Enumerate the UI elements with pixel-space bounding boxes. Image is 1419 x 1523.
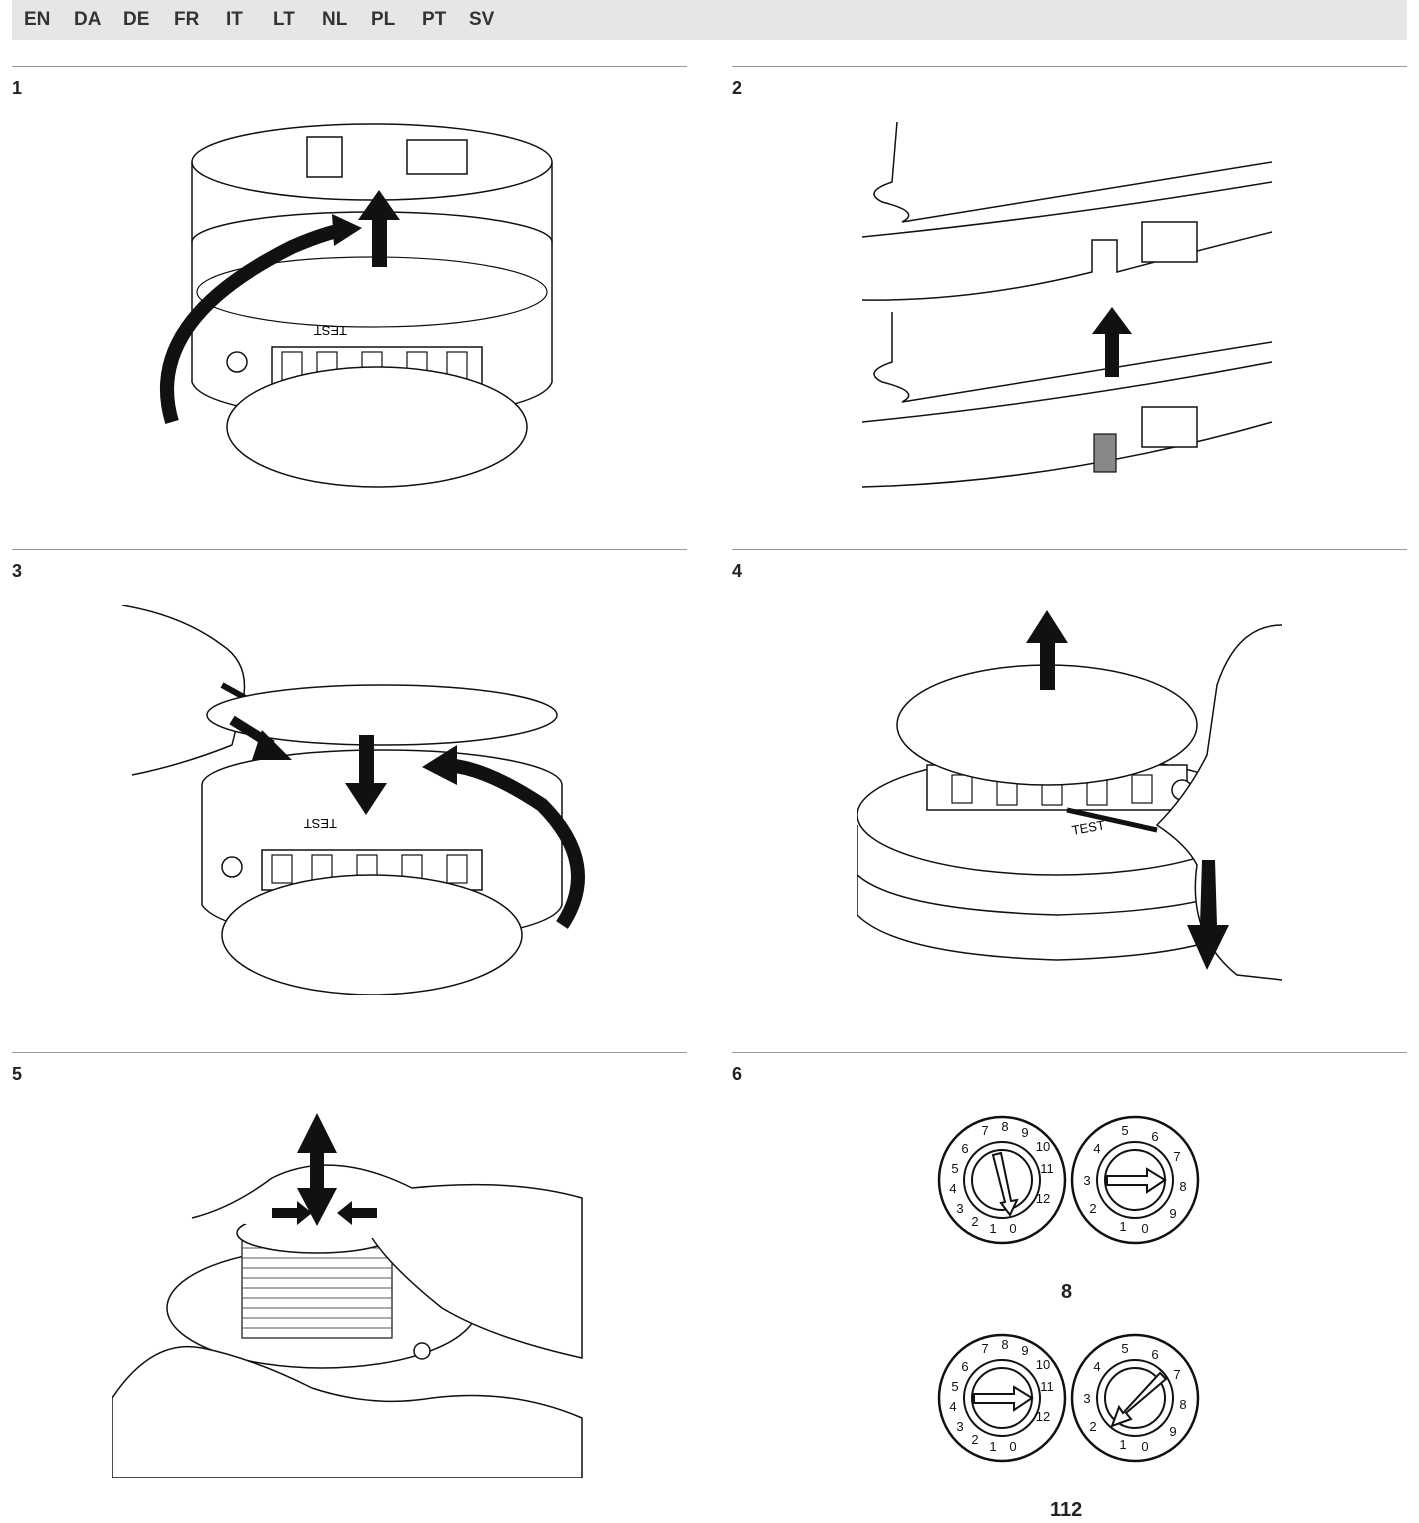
- arrow-double-vertical-icon: [297, 1113, 337, 1226]
- dial-num: 5: [951, 1379, 958, 1394]
- dial-num: 10: [1036, 1357, 1050, 1372]
- arrow-up-icon: [1092, 307, 1132, 377]
- dial-num: 7: [981, 1123, 988, 1138]
- dial-num: 3: [1083, 1173, 1090, 1188]
- dial-pointer-icon: [973, 1385, 1034, 1412]
- dial-num: 5: [1121, 1123, 1128, 1138]
- dial-num: 7: [1173, 1149, 1180, 1164]
- dial-num: 1: [1119, 1219, 1126, 1234]
- dial-num: 1: [989, 1439, 996, 1454]
- step-panel-1: 1 TEST: [12, 66, 687, 537]
- cover-removal-illustration: TEST: [857, 610, 1283, 981]
- arrow-left-icon: [337, 1201, 377, 1225]
- language-bar: EN DA DE FR IT LT NL PL PT SV: [12, 0, 1407, 40]
- lang-it[interactable]: IT: [226, 9, 243, 30]
- dial-num: 0: [1141, 1221, 1148, 1236]
- lang-pt[interactable]: PT: [422, 9, 447, 30]
- curved-arrow-icon: [422, 745, 585, 929]
- dial-num: 9: [1021, 1343, 1028, 1358]
- arrow-up-icon: [358, 190, 400, 267]
- step-number: 4: [732, 561, 743, 581]
- dial-num: 5: [951, 1161, 958, 1176]
- lang-nl[interactable]: NL: [322, 9, 348, 30]
- step-panel-2: 2: [732, 66, 1407, 537]
- dial-pointer-icon: [1106, 1167, 1167, 1194]
- detector-remove-illustration: TEST: [160, 123, 553, 488]
- dial-num: 2: [971, 1432, 978, 1447]
- lang-sv[interactable]: SV: [469, 9, 495, 30]
- dial-num: 4: [1093, 1141, 1100, 1156]
- dial-num: 9: [1169, 1424, 1176, 1439]
- dial-setting-8: 0 1 2 3 4 5 6 7 8 9 10 11 12 0 1 2 3 4 5…: [937, 1115, 1200, 1245]
- dial-num: 9: [1169, 1206, 1176, 1221]
- dial-num: 1: [1119, 1437, 1126, 1452]
- dial-num: 4: [949, 1399, 956, 1414]
- dial-num: 10: [1036, 1139, 1050, 1154]
- dial-num: 6: [961, 1359, 968, 1374]
- dial-num: 5: [1121, 1341, 1128, 1356]
- dial-num: 7: [1173, 1367, 1180, 1382]
- dial-num: 11: [1040, 1161, 1054, 1176]
- dial-num: 2: [1089, 1419, 1096, 1434]
- dial-num: 9: [1021, 1125, 1028, 1140]
- dial-num: 0: [1141, 1439, 1148, 1454]
- dial-num: 3: [956, 1201, 963, 1216]
- lang-en[interactable]: EN: [24, 9, 51, 30]
- step-number: 6: [732, 1064, 743, 1084]
- step-number: 5: [12, 1064, 23, 1084]
- step-panel-3: 3 TEST: [12, 549, 687, 1040]
- step-panel-5: 5: [12, 1052, 687, 1523]
- arrow-up-icon: [1026, 610, 1068, 690]
- dial-num: 2: [971, 1214, 978, 1229]
- dial-num: 8: [1179, 1397, 1186, 1412]
- arrow-diagonal-icon: [229, 715, 292, 760]
- step-number: 2: [732, 78, 743, 98]
- dial-pointer-icon: [991, 1151, 1019, 1217]
- dial-num: 0: [1009, 1221, 1016, 1236]
- test-label: TEST: [304, 816, 337, 831]
- dial-num: 2: [1089, 1201, 1096, 1216]
- dial-num: 7: [981, 1341, 988, 1356]
- dial-num: 6: [1151, 1347, 1158, 1362]
- test-label: TEST: [1071, 817, 1106, 838]
- lang-pl[interactable]: PL: [371, 9, 396, 30]
- dial-num: 3: [956, 1419, 963, 1434]
- step-number: 1: [12, 78, 23, 98]
- lang-lt[interactable]: LT: [273, 9, 295, 30]
- step-panel-6: 6 0 1 2 3 4 5 6 7 8 9 10 11 12 0 1 2 3 4…: [732, 1052, 1407, 1523]
- latch-detail-illustration: [862, 122, 1273, 488]
- dial-setting-112: 0 1 2 3 4 5 6 7 8 9 10 11 12 0 1 2 3 4 5…: [937, 1333, 1200, 1463]
- dial-num: 12: [1036, 1409, 1050, 1424]
- dial-num: 6: [1151, 1129, 1158, 1144]
- dial-caption: 8: [1061, 1281, 1073, 1303]
- dial-num: 12: [1036, 1191, 1050, 1206]
- arrow-right-icon: [272, 1201, 312, 1225]
- dial-num: 0: [1009, 1439, 1016, 1454]
- dial-num: 11: [1040, 1379, 1054, 1394]
- step-panel-4: 4 TEST: [732, 549, 1407, 1040]
- lang-de[interactable]: DE: [123, 9, 150, 30]
- step-number: 3: [12, 561, 23, 581]
- curved-arrow-icon: [160, 214, 362, 425]
- lang-fr[interactable]: FR: [174, 9, 200, 30]
- dial-num: 3: [1083, 1391, 1090, 1406]
- arrow-down-icon: [1187, 860, 1229, 970]
- dial-num: 6: [961, 1141, 968, 1156]
- test-label: TEST: [314, 323, 347, 338]
- detector-release-illustration: TEST: [122, 605, 585, 995]
- arrow-down-icon: [345, 735, 387, 815]
- dial-num: 8: [1001, 1119, 1008, 1134]
- dial-num: 4: [1093, 1359, 1100, 1374]
- dial-num: 8: [1001, 1337, 1008, 1352]
- dial-caption: 112: [1050, 1499, 1083, 1521]
- dial-num: 4: [949, 1181, 956, 1196]
- lang-da[interactable]: DA: [74, 9, 102, 30]
- base-removal-illustration: [112, 1113, 583, 1478]
- dial-num: 1: [989, 1221, 996, 1236]
- dial-num: 8: [1179, 1179, 1186, 1194]
- dial-pointer-icon: [1110, 1371, 1168, 1428]
